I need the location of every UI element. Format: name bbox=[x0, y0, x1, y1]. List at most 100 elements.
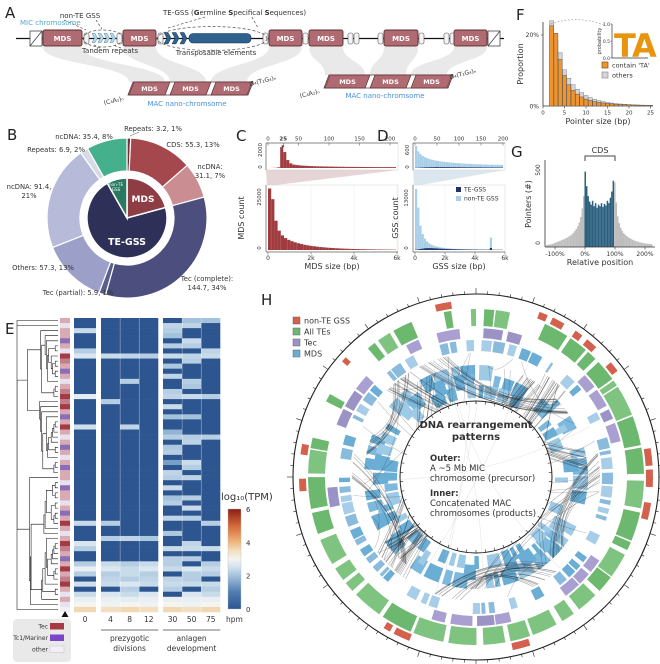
outer-tick bbox=[601, 610, 604, 613]
heatmap-cell bbox=[74, 424, 96, 430]
legend-label: TE-GSS bbox=[463, 187, 486, 194]
mac-nanochromosome-label: MAC nano-chromsome bbox=[345, 92, 424, 100]
mac-inner-block bbox=[384, 483, 399, 492]
inner-tick bbox=[493, 547, 496, 551]
inner-tick bbox=[541, 507, 545, 510]
heatmap-cell bbox=[74, 383, 96, 390]
rearrangement-link bbox=[451, 568, 538, 599]
inner-tick bbox=[423, 421, 427, 424]
heatmap-cell bbox=[139, 363, 159, 369]
gss-inset-bar-te bbox=[452, 167, 455, 168]
heatmap-cell bbox=[120, 586, 140, 593]
heatmap-cell bbox=[120, 323, 140, 329]
heatmap-cell bbox=[163, 328, 183, 334]
gss-inset-bar bbox=[415, 146, 418, 168]
all-tes-ring-block bbox=[615, 509, 641, 541]
row-annotation-cell bbox=[60, 419, 70, 425]
heatmap-cell bbox=[201, 409, 221, 415]
legend-swatch bbox=[456, 187, 461, 192]
all-tes-ring-block bbox=[335, 559, 357, 580]
heatmap-cell bbox=[101, 449, 121, 456]
row-annotation-cell bbox=[60, 601, 70, 608]
heatmap-cell bbox=[139, 551, 159, 557]
heatmap-cell bbox=[101, 505, 121, 511]
mds-main-bar bbox=[364, 249, 368, 250]
all-tes-ring-block bbox=[560, 338, 586, 363]
heatmap-cell bbox=[74, 333, 96, 339]
mic-mds-ring-block bbox=[369, 384, 383, 398]
pointer-position-bar bbox=[621, 230, 623, 247]
heatmap-cell bbox=[139, 444, 159, 451]
mds-box-label: MDS bbox=[277, 35, 295, 43]
mic-mds-ring-block bbox=[449, 341, 458, 354]
pointer-position-bar bbox=[622, 233, 625, 247]
mds-main-bar bbox=[341, 248, 345, 250]
heatmap-cell bbox=[74, 343, 96, 349]
heatmap-cell bbox=[163, 363, 183, 369]
pointer-position-bar bbox=[571, 234, 573, 247]
heatmap-cell bbox=[201, 490, 221, 496]
outer-tick bbox=[396, 308, 399, 312]
heatmap-cell bbox=[163, 358, 183, 364]
gss-main-bar-te bbox=[441, 248, 444, 250]
heatmap-cell bbox=[139, 566, 159, 572]
x-tick: 100% bbox=[606, 251, 623, 258]
tec-ring-block bbox=[559, 577, 580, 596]
gss-inset-bar bbox=[474, 164, 477, 168]
mds-main-bar bbox=[322, 247, 326, 250]
heatmap-cell bbox=[101, 343, 121, 349]
pointer-position-bar bbox=[554, 242, 557, 247]
mac-inner-block bbox=[531, 542, 545, 558]
heatmap-cell bbox=[139, 348, 159, 354]
gss-main-bar-te bbox=[459, 249, 462, 250]
heatmap-cell bbox=[139, 541, 159, 547]
tec-ring-block bbox=[577, 375, 595, 393]
heatmap-cell bbox=[182, 434, 202, 440]
outer-tick bbox=[553, 308, 556, 312]
pointer-position-bar bbox=[633, 240, 635, 247]
heatmap-cell bbox=[201, 404, 221, 410]
donut-segment-label: Repeats: 6.9, 2% bbox=[27, 146, 85, 154]
heatmap-cell bbox=[101, 606, 121, 613]
pointer-position-bar bbox=[574, 230, 576, 247]
gss-inset-bar bbox=[461, 163, 464, 168]
gss-inset-bar bbox=[465, 163, 468, 168]
heatmap-cell bbox=[101, 541, 121, 547]
colorbar bbox=[227, 508, 242, 610]
inset-x-tick: 0 bbox=[266, 137, 270, 143]
mac-mds-label: MDS bbox=[182, 85, 199, 93]
outer-tick bbox=[583, 323, 588, 330]
pointer-position-bar bbox=[563, 238, 566, 247]
heatmap-cell bbox=[74, 571, 96, 577]
outer-tick bbox=[376, 631, 379, 635]
mds-inset-bar bbox=[280, 147, 284, 168]
dashed-connector bbox=[251, 16, 259, 29]
heatmap-cell bbox=[120, 470, 140, 476]
row-annotation-cell bbox=[60, 485, 70, 491]
donut-segment-label: 31.1, 7% bbox=[195, 172, 226, 180]
row-annotation-cell bbox=[60, 520, 70, 527]
inner-tick bbox=[510, 540, 513, 544]
row-annotation-cell bbox=[60, 541, 70, 547]
x-tick: 0 bbox=[266, 255, 270, 262]
heatmap-cell bbox=[139, 490, 159, 496]
donut-segment bbox=[86, 137, 128, 178]
circos-inner-heading: Inner: bbox=[430, 489, 459, 499]
heatmap-cell bbox=[120, 363, 140, 369]
rearrangement-link bbox=[561, 474, 601, 550]
hpm-tick: 4 bbox=[108, 615, 113, 624]
colorbar-tick: 0 bbox=[246, 606, 250, 614]
heatmap-cell bbox=[182, 591, 202, 598]
rearrangement-link bbox=[351, 477, 404, 562]
row-annotation-cell bbox=[60, 530, 70, 537]
rearrangement-link bbox=[471, 573, 546, 590]
contain-ta-bar bbox=[557, 59, 563, 107]
outer-tick bbox=[609, 349, 612, 352]
heatmap-cell bbox=[201, 419, 221, 425]
rearrangement-link bbox=[552, 465, 600, 559]
heatmap-cell bbox=[201, 520, 221, 527]
outer-tick bbox=[302, 408, 306, 410]
inner-tick bbox=[518, 415, 521, 419]
heatmap-cell bbox=[201, 383, 221, 390]
pointer-pill bbox=[262, 32, 269, 45]
